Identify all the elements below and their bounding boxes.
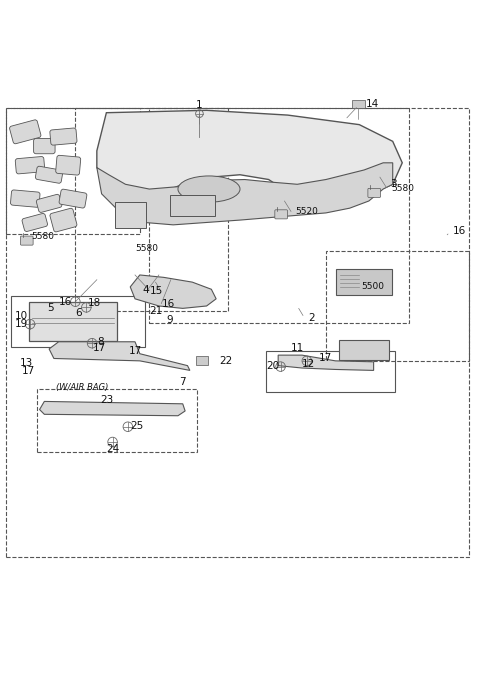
Text: 5500: 5500: [362, 282, 384, 291]
Text: 15: 15: [149, 286, 163, 296]
PathPatch shape: [49, 342, 190, 371]
Text: 11: 11: [291, 343, 304, 353]
Text: 1: 1: [196, 100, 203, 110]
Text: 20: 20: [266, 361, 279, 371]
FancyBboxPatch shape: [51, 126, 76, 147]
PathPatch shape: [97, 163, 393, 225]
Text: 16: 16: [59, 297, 72, 307]
Text: 5: 5: [47, 303, 53, 313]
PathPatch shape: [97, 111, 402, 204]
FancyBboxPatch shape: [21, 236, 33, 245]
Text: 17: 17: [319, 353, 332, 363]
Text: 25: 25: [131, 421, 144, 431]
FancyBboxPatch shape: [115, 202, 145, 228]
Text: 19: 19: [14, 319, 28, 329]
Text: 18: 18: [88, 298, 101, 307]
Text: 6: 6: [75, 308, 82, 318]
FancyBboxPatch shape: [339, 340, 389, 360]
FancyBboxPatch shape: [14, 191, 36, 206]
Text: 13: 13: [20, 358, 33, 368]
PathPatch shape: [278, 355, 373, 371]
Text: 22: 22: [219, 356, 233, 366]
FancyBboxPatch shape: [52, 213, 74, 228]
Text: 5580: 5580: [32, 233, 54, 241]
Text: 5580: 5580: [391, 183, 414, 193]
Text: 7: 7: [180, 377, 186, 387]
Text: 16: 16: [452, 226, 466, 236]
Text: 3: 3: [390, 179, 397, 189]
Text: 17: 17: [93, 343, 106, 353]
Text: 10: 10: [14, 311, 28, 321]
FancyBboxPatch shape: [17, 155, 43, 175]
FancyBboxPatch shape: [36, 165, 61, 185]
Text: 5580: 5580: [135, 244, 158, 253]
Text: 8: 8: [97, 337, 104, 346]
Text: 24: 24: [106, 444, 119, 454]
FancyBboxPatch shape: [29, 302, 117, 341]
FancyBboxPatch shape: [368, 188, 381, 197]
Text: 4: 4: [143, 285, 149, 295]
Text: (W/AIR BAG): (W/AIR BAG): [56, 384, 108, 392]
Text: 9: 9: [166, 315, 173, 326]
FancyBboxPatch shape: [62, 192, 84, 206]
Text: 17: 17: [22, 366, 35, 376]
FancyBboxPatch shape: [36, 193, 63, 214]
FancyBboxPatch shape: [10, 121, 41, 142]
PathPatch shape: [130, 275, 216, 309]
FancyBboxPatch shape: [29, 136, 59, 156]
FancyBboxPatch shape: [170, 195, 215, 216]
Ellipse shape: [178, 176, 240, 202]
Text: 2: 2: [308, 313, 315, 323]
Text: 17: 17: [128, 346, 142, 356]
Text: 23: 23: [100, 395, 113, 405]
FancyBboxPatch shape: [275, 210, 288, 219]
PathPatch shape: [39, 402, 185, 416]
FancyBboxPatch shape: [22, 214, 48, 231]
FancyBboxPatch shape: [54, 155, 83, 175]
FancyBboxPatch shape: [352, 100, 364, 109]
Text: 16: 16: [162, 299, 175, 309]
Text: 21: 21: [149, 306, 163, 316]
FancyBboxPatch shape: [196, 356, 208, 365]
Text: 12: 12: [301, 359, 315, 369]
Text: 14: 14: [365, 99, 379, 109]
Text: 5520: 5520: [295, 208, 318, 216]
FancyBboxPatch shape: [336, 269, 392, 295]
